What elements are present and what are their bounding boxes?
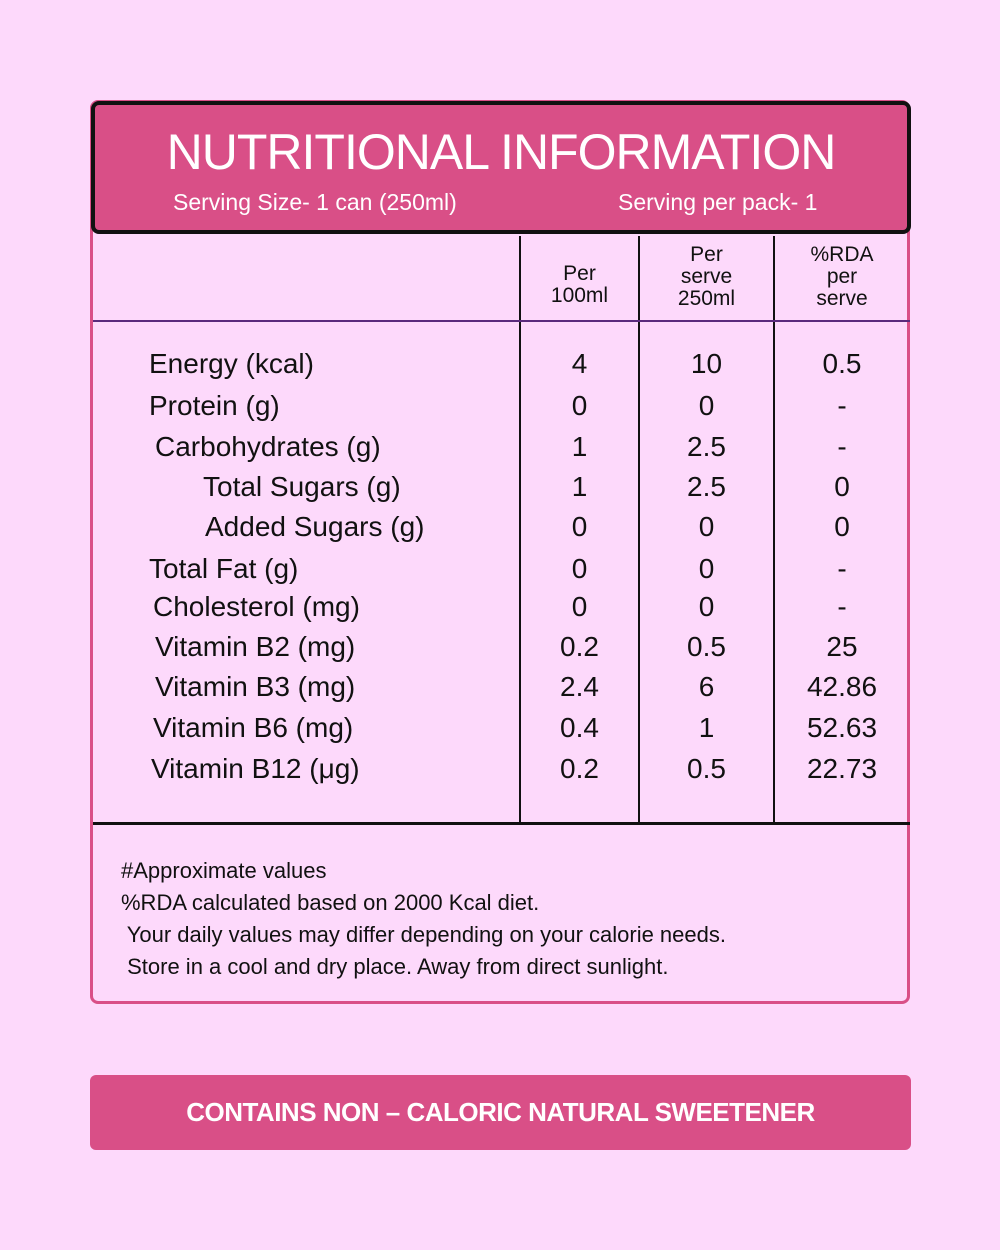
nutrient-label: Protein (g)	[149, 390, 280, 421]
value-per-serve: 0.5	[687, 631, 726, 662]
column-divider	[638, 236, 640, 824]
nutrient-label: Added Sugars (g)	[205, 511, 425, 542]
table-bottom-divider	[93, 822, 910, 825]
value-per-100ml: 4	[571, 348, 588, 379]
value-per-100ml: 0	[571, 553, 588, 584]
nutrient-label: Vitamin B2 (mg)	[155, 631, 356, 662]
value-per-100ml: 0.4	[560, 712, 599, 743]
value-per-100ml: 0	[571, 511, 588, 542]
value-rda: 52.63	[806, 712, 878, 743]
value-per-serve: 0	[698, 390, 715, 421]
value-per-serve: 0.5	[687, 753, 726, 784]
footnote: #Approximate values	[121, 858, 327, 883]
value-per-100ml: 0	[571, 591, 588, 622]
nutrient-label: Carbohydrates (g)	[155, 431, 381, 462]
value-rda: 25	[826, 631, 858, 662]
value-per-serve: 6	[698, 671, 715, 702]
value-per-100ml: 0.2	[560, 753, 599, 784]
value-per-100ml: 0.2	[560, 631, 599, 662]
nutrient-label: Vitamin B6 (mg)	[153, 712, 354, 743]
value-per-100ml: 0	[571, 390, 588, 421]
value-per-100ml: 1	[571, 471, 588, 502]
header-divider	[93, 320, 910, 322]
nutrient-label: Energy (kcal)	[149, 348, 314, 379]
value-per-serve: 0	[698, 511, 715, 542]
nutrient-label: Vitamin B12 (μg)	[151, 753, 360, 784]
sweetener-banner: CONTAINS NON – CALORIC NATURAL SWEETENER	[90, 1075, 911, 1150]
column-divider	[773, 236, 775, 824]
nutrient-label: Vitamin B3 (mg)	[155, 671, 356, 702]
column-header-per-100ml: Per 100ml	[550, 262, 609, 307]
nutrition-table: NUTRITIONAL INFORMATION Serving Size- 1 …	[90, 100, 911, 1004]
value-per-serve: 2.5	[687, 431, 726, 462]
nutrient-label: Total Fat (g)	[149, 553, 299, 584]
value-per-serve: 0	[698, 591, 715, 622]
nutrition-header: NUTRITIONAL INFORMATION Serving Size- 1 …	[91, 101, 911, 234]
value-rda: 0.5	[822, 348, 862, 379]
value-rda: -	[837, 553, 847, 584]
serving-per-pack-text: Serving per pack- 1	[618, 189, 818, 215]
footnote: %RDA calculated based on 2000 Kcal diet.	[121, 890, 540, 915]
value-rda: 0	[834, 511, 850, 542]
nutrient-label: Total Sugars (g)	[203, 471, 401, 502]
value-rda: -	[837, 390, 847, 421]
value-rda: 22.73	[806, 753, 878, 784]
value-per-100ml: 2.4	[560, 671, 599, 702]
nutrient-label: Cholesterol (mg)	[153, 591, 360, 622]
value-rda: 42.86	[806, 671, 878, 702]
value-per-serve: 1	[698, 712, 715, 743]
footnotes: #Approximate values %RDA calculated base…	[121, 855, 726, 983]
value-per-serve: 10	[690, 348, 723, 379]
serving-size-text: Serving Size- 1 can (250ml)	[173, 189, 457, 215]
footnote: Store in a cool and dry place. Away from…	[121, 954, 669, 979]
column-header-rda: %RDA per serve	[810, 243, 874, 310]
page-title: NUTRITIONAL INFORMATION	[166, 124, 837, 180]
value-per-100ml: 1	[571, 431, 588, 462]
value-per-serve: 2.5	[687, 471, 726, 502]
column-divider	[519, 236, 521, 824]
column-header-per-serve: Per serve 250ml	[677, 243, 736, 310]
value-per-serve: 0	[698, 553, 715, 584]
value-rda: -	[837, 591, 847, 622]
value-rda: 0	[834, 471, 850, 502]
footnote: Your daily values may differ depending o…	[121, 922, 726, 947]
value-rda: -	[837, 431, 847, 462]
